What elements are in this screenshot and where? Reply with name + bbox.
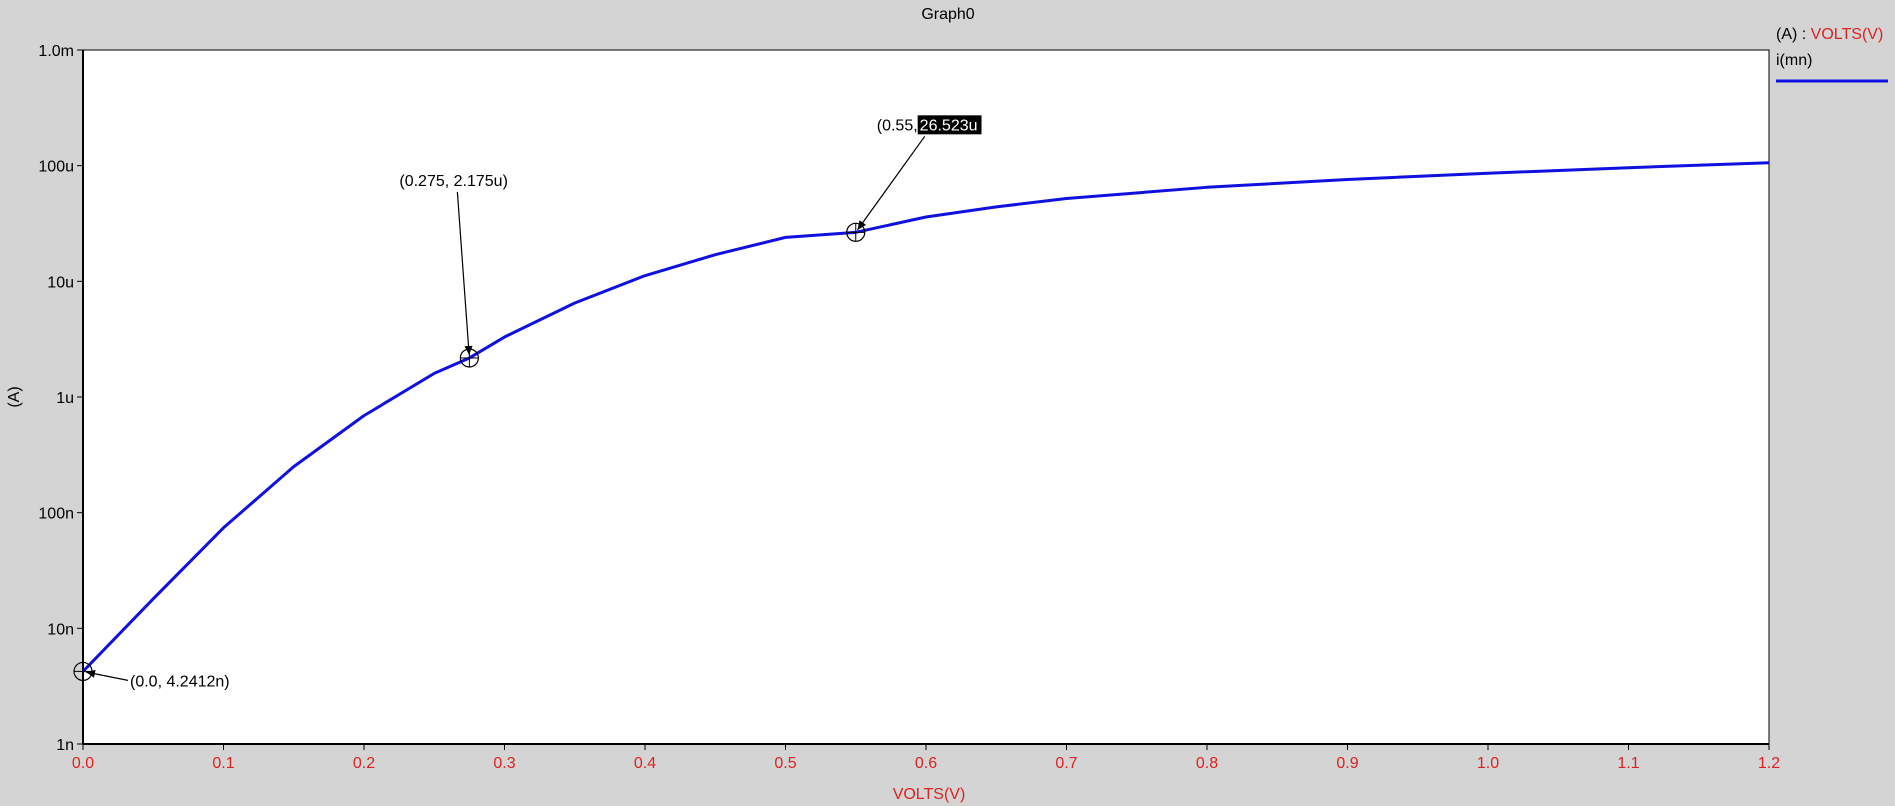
legend-entry-label[interactable]: i(mn) <box>1776 52 1812 69</box>
marker-label: (0.275, 2.175u) <box>399 173 508 190</box>
marker-label: (0.55, <box>877 117 918 134</box>
marker-label-text: (0.275, 2.175u) <box>399 173 508 190</box>
y-tick-label: 1n <box>56 737 74 754</box>
x-tick-label: 1.1 <box>1617 755 1639 772</box>
marker-label-text: (0.0, 4.2412n) <box>130 673 230 690</box>
y-tick-label: 1.0m <box>38 43 74 60</box>
x-tick-label: 0.9 <box>1336 755 1358 772</box>
x-tick-label: 0.0 <box>72 755 94 772</box>
chart-title: Graph0 <box>921 6 974 23</box>
x-tick-label: 0.4 <box>634 755 656 772</box>
series-group <box>81 161 1770 673</box>
data-marker[interactable]: (0.275, 2.175u) <box>399 173 508 368</box>
x-tick-label: 0.6 <box>915 755 937 772</box>
data-marker[interactable]: (0.0, 4.2412n) <box>73 661 230 690</box>
legend: (A) : VOLTS(V) i(mn) <box>1776 26 1888 83</box>
x-axis-label: VOLTS(V) <box>893 786 966 803</box>
marker-label: (0.0, 4.2412n) <box>130 673 230 690</box>
x-tick-label: 0.5 <box>774 755 796 772</box>
data-marker[interactable]: (0.55, 26.523u <box>846 115 982 242</box>
y-tick-label: 100n <box>38 506 74 523</box>
y-axis-label: (A) <box>6 386 23 407</box>
marker-label-highlight: 26.523u <box>920 117 978 134</box>
y-tick-label: 10n <box>47 621 74 638</box>
marker-label-highlight-box <box>917 115 982 135</box>
x-tick-label: 0.7 <box>1055 755 1077 772</box>
x-tick-label: 0.3 <box>493 755 515 772</box>
x-axis-ticks: 0.0 0.1 0.2 0.3 0.4 0.5 0.6 0.7 0.8 0.9 1.0 1.1 1.2 <box>72 744 1780 772</box>
marker-leader-line <box>857 135 926 231</box>
legend-header: (A) : VOLTS(V) <box>1776 26 1883 43</box>
y-axis-ticks: 1.0m 100u 10u 1u 100n 10n 1n <box>38 43 83 754</box>
plot-area[interactable] <box>82 49 1770 745</box>
legend-header-x-unit: VOLTS(V) <box>1811 26 1884 43</box>
x-tick-label: 0.1 <box>212 755 234 772</box>
marker-arrowhead <box>857 220 867 230</box>
x-tick-label: 1.2 <box>1758 755 1780 772</box>
y-tick-label: 100u <box>38 159 74 176</box>
marker-group: (0.0, 4.2412n) (0.275, 2.175u) (0.55, 26.5… <box>73 115 982 690</box>
marker-arrowhead <box>464 345 473 355</box>
x-tick-label: 1.0 <box>1477 755 1499 772</box>
marker-leader-line <box>456 191 470 356</box>
x-tick-label: 0.8 <box>1196 755 1218 772</box>
marker-arrowhead <box>85 669 96 678</box>
series-line-i-mn[interactable] <box>81 161 1770 673</box>
y-tick-label: 10u <box>47 274 74 291</box>
y-tick-label: 1u <box>56 390 74 407</box>
legend-header-prefix: (A) : <box>1776 26 1811 43</box>
x-tick-label: 0.2 <box>353 755 375 772</box>
marker-label-text: (0.55, <box>877 117 918 134</box>
